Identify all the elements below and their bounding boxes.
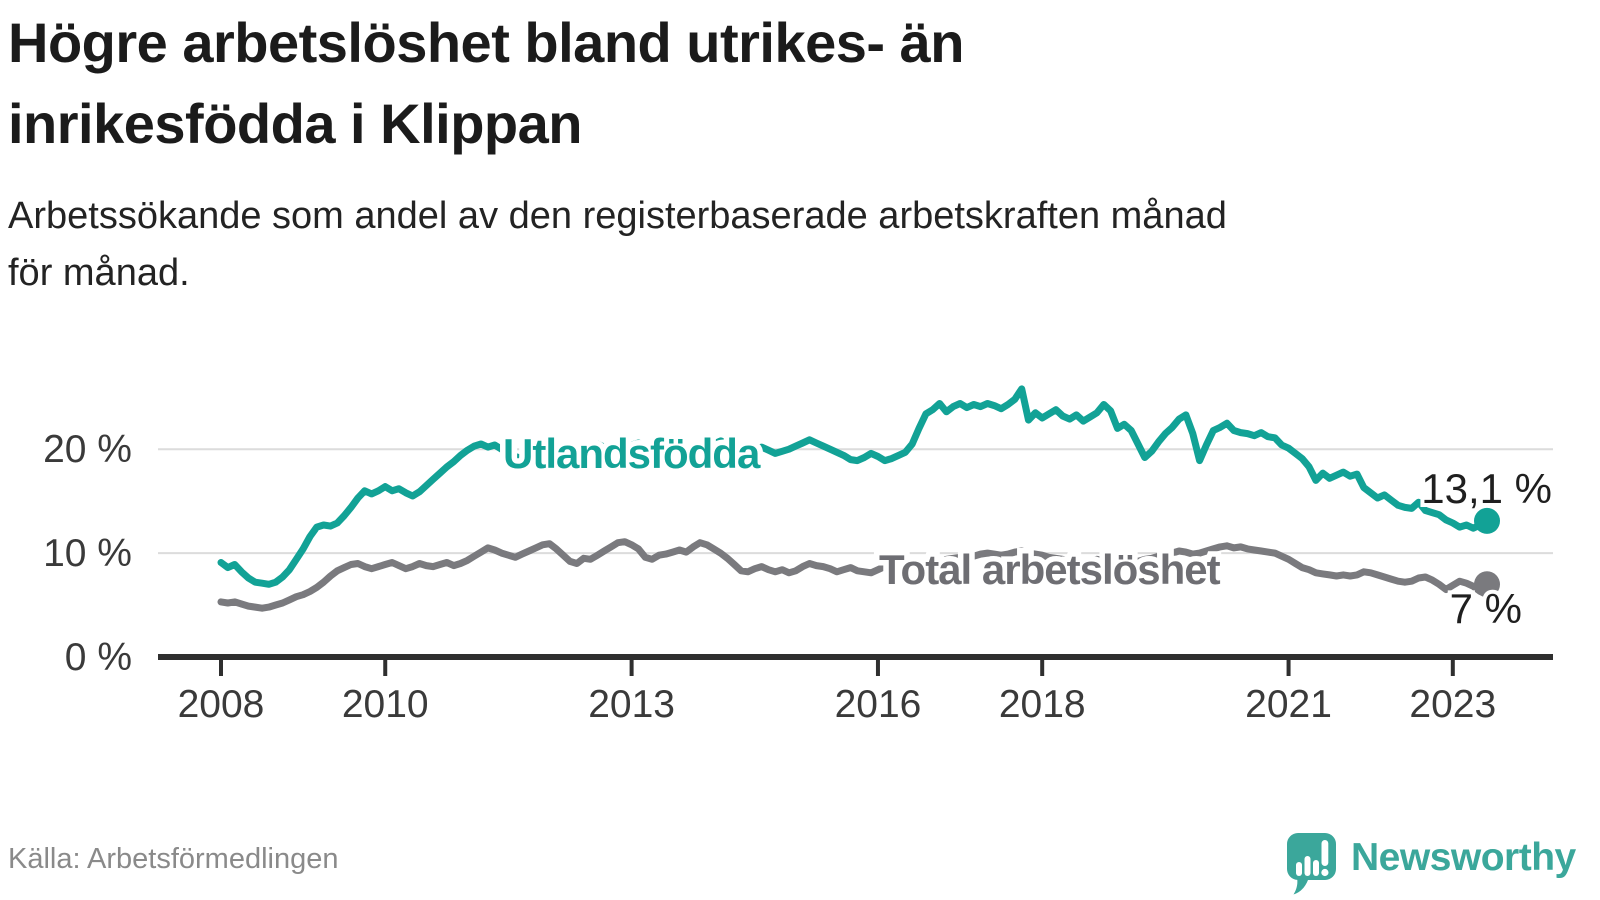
newsworthy-logo-text: Newsworthy (1351, 836, 1576, 879)
x-tick-label-2023: 2023 (1409, 683, 1496, 726)
y-tick-label-20pct: 20 % (43, 428, 132, 471)
newsworthy-logo-icon (1287, 833, 1336, 895)
page-subtitle-line1: Arbetssökande som andel av den registerb… (8, 195, 1227, 237)
series-end-dot-utlandsfodda (1474, 507, 1500, 534)
y-tick-label-10pct: 10 % (43, 532, 132, 575)
series-label-utlandsfodda: Utlandsfödda (503, 430, 761, 477)
y-tick-label-0pct: 0 % (65, 636, 132, 679)
series-line-total (217, 538, 1491, 612)
series-end-dot-total (1474, 571, 1500, 598)
x-tick-label-2010: 2010 (342, 683, 429, 726)
x-tick-label-2018: 2018 (999, 683, 1086, 726)
x-tick-label-2021: 2021 (1245, 683, 1332, 726)
x-tick-label-2008: 2008 (178, 683, 265, 726)
end-value-label-utlandsfodda: 13,1 % (1421, 465, 1552, 512)
page-title-line2: inrikesfödda i Klippan (8, 92, 582, 156)
x-tick-label-2016: 2016 (835, 683, 922, 726)
series-line-utlandsfodda (217, 385, 1491, 588)
series-label-total: Total arbetslöshet (879, 546, 1221, 593)
page-subtitle-line2: för månad. (8, 252, 190, 294)
newsworthy-logo: Newsworthy (1284, 831, 1576, 897)
x-tick-label-2013: 2013 (588, 683, 675, 726)
source-note: Källa: Arbetsförmedlingen (8, 843, 339, 875)
end-value-label-total: 7 % (1450, 585, 1522, 632)
page-subtitle: Arbetssökande som andel av den registerb… (8, 188, 1568, 302)
page-title: Högre arbetslöshet bland utrikes- än inr… (8, 2, 1408, 164)
page-title-line1: Högre arbetslöshet bland utrikes- än (8, 11, 964, 74)
